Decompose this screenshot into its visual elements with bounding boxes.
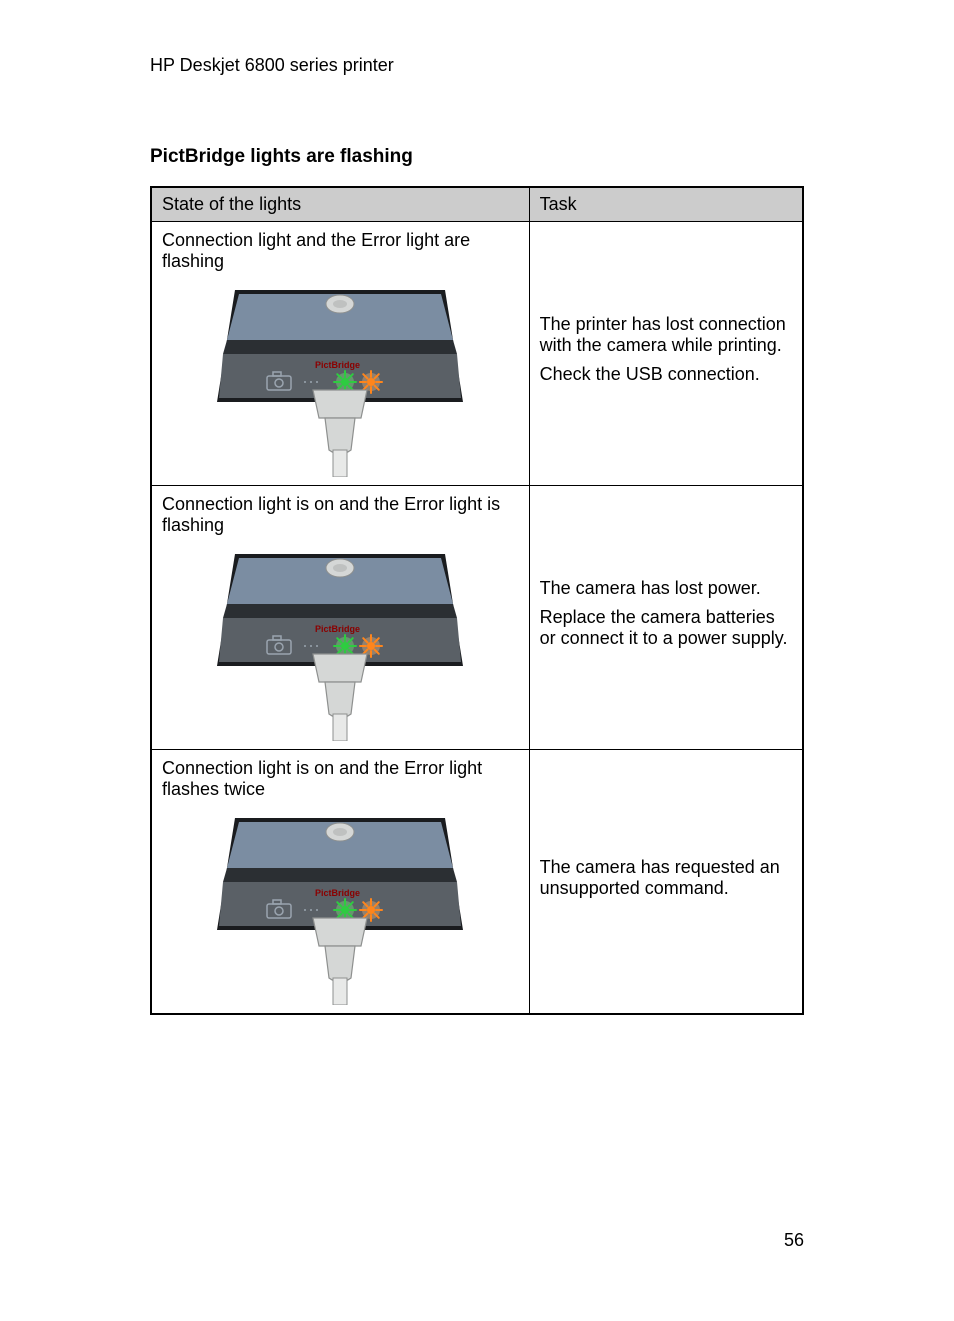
task-text: Replace the camera batteries or connect … <box>540 607 792 649</box>
section-title: PictBridge lights are flashing <box>150 146 804 168</box>
svg-text:PictBridge: PictBridge <box>315 624 360 634</box>
pictbridge-table: State of the lights Task Connection ligh… <box>150 186 804 1015</box>
document-header: HP Deskjet 6800 series printer <box>150 55 804 76</box>
state-description: Connection light is on and the Error lig… <box>162 758 519 800</box>
col-header-state: State of the lights <box>151 187 529 222</box>
state-description: Connection light and the Error light are… <box>162 230 519 272</box>
col-header-task: Task <box>529 187 803 222</box>
task-text: Check the USB connection. <box>540 364 792 385</box>
task-text: The camera has requested an unsupported … <box>540 857 792 899</box>
task-text: The camera has lost power. <box>540 578 792 599</box>
table-row: Connection light is on and the Error lig… <box>151 486 803 750</box>
printer-illustration: PictBridge <box>162 278 519 477</box>
state-description: Connection light is on and the Error lig… <box>162 494 519 536</box>
printer-illustration: PictBridge <box>162 542 519 741</box>
page-number: 56 <box>784 1230 804 1251</box>
table-row: Connection light is on and the Error lig… <box>151 750 803 1015</box>
svg-text:PictBridge: PictBridge <box>315 360 360 370</box>
task-text: The printer has lost connection with the… <box>540 314 792 356</box>
printer-illustration: PictBridge <box>162 806 519 1005</box>
svg-text:PictBridge: PictBridge <box>315 888 360 898</box>
table-row: Connection light and the Error light are… <box>151 222 803 486</box>
